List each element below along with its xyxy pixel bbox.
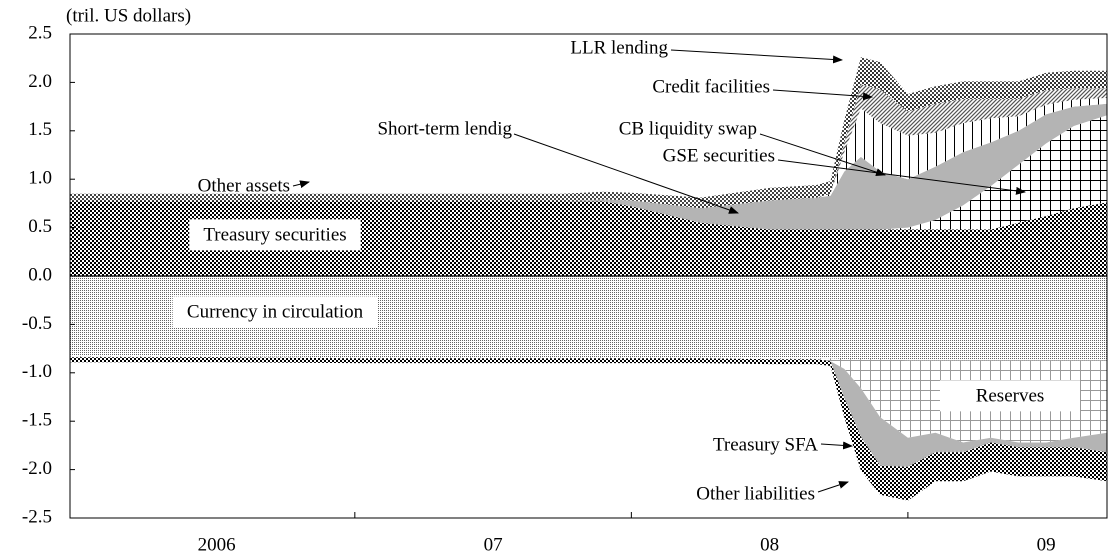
plot-area xyxy=(70,57,1107,501)
series-label: Reserves xyxy=(976,385,1045,406)
y-tick-label: -2.0 xyxy=(22,458,52,479)
series-label: Currency in circulation xyxy=(187,301,364,322)
y-tick-label: 0.0 xyxy=(28,264,52,285)
x-tick-label: 09 xyxy=(1037,534,1056,555)
area xyxy=(70,115,1107,230)
area xyxy=(70,356,1107,443)
series-label: Credit facilities xyxy=(652,76,770,97)
y-tick-label: 1.0 xyxy=(28,168,52,189)
series-label: CB liquidity swap xyxy=(619,118,757,139)
area xyxy=(70,357,1107,467)
annotation-arrow xyxy=(670,49,843,64)
y-tick-label: 1.5 xyxy=(28,119,52,140)
series-label: Short-term lendig xyxy=(377,118,512,139)
label-box xyxy=(940,380,1080,412)
series-label: Other assets xyxy=(198,175,290,196)
annotation-arrow xyxy=(759,133,886,176)
annotation-arrow xyxy=(772,89,873,101)
area xyxy=(70,97,1107,209)
series-label: Treasury securities xyxy=(203,224,346,245)
area xyxy=(70,103,1107,230)
label-box xyxy=(172,296,378,328)
y-tick-label: 2.5 xyxy=(28,22,52,43)
annotation-arrow xyxy=(292,180,310,189)
y-tick-label: 2.0 xyxy=(28,71,52,92)
annotation-arrow xyxy=(777,159,1026,195)
annotation-arrow xyxy=(513,133,739,214)
series-label: Treasury SFA xyxy=(713,434,818,455)
y-tick-label: -0.5 xyxy=(22,313,52,334)
x-tick-label: 07 xyxy=(484,534,503,555)
x-tick-label: 08 xyxy=(760,534,779,555)
series-label: LLR lending xyxy=(570,37,668,58)
y-axis-label: (tril. US dollars) xyxy=(66,5,191,26)
series-label: Other liabilities xyxy=(696,483,815,504)
y-tick-label: 0.5 xyxy=(28,216,52,237)
y-tick-label: -1.0 xyxy=(22,361,52,382)
series-label: GSE securities xyxy=(663,145,775,166)
annotation-arrow xyxy=(820,441,853,450)
label-box xyxy=(189,219,361,251)
y-tick-label: -1.5 xyxy=(22,410,52,431)
x-tick-label: 2006 xyxy=(198,534,236,555)
y-tick-label: -2.5 xyxy=(22,506,52,527)
annotation-arrow xyxy=(817,481,849,493)
